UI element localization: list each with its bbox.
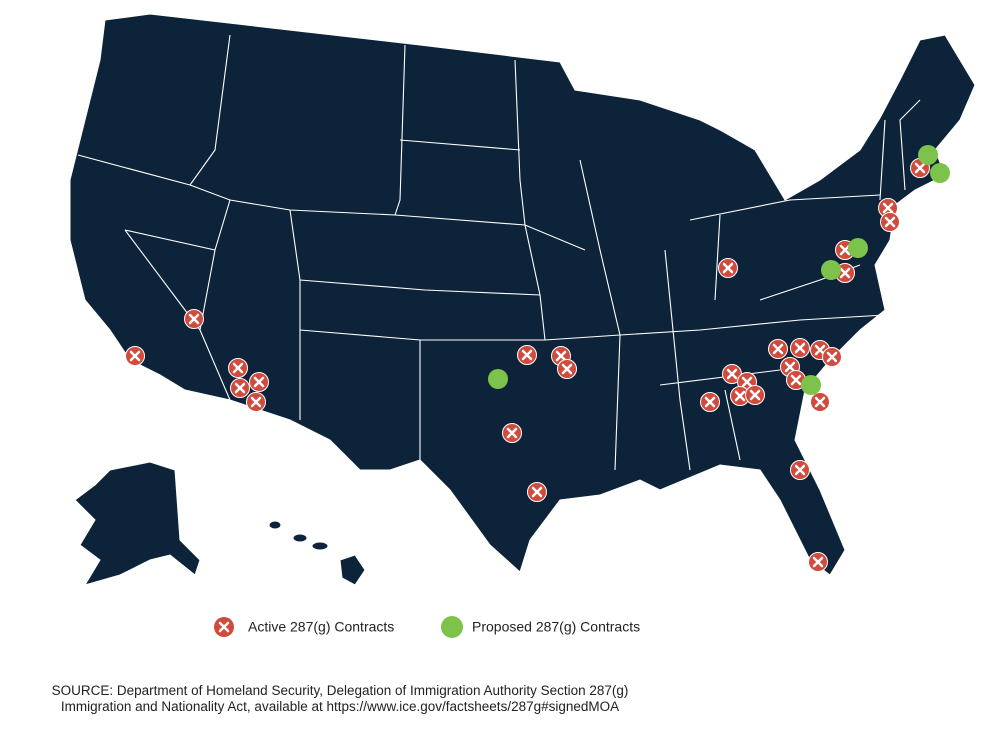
legend: Active 287(g) Contracts Proposed 287(g) … — [214, 616, 640, 638]
active-contract-marker — [700, 392, 720, 412]
active-contract-marker — [808, 552, 828, 572]
active-contract-marker — [125, 346, 145, 366]
active-contract-marker — [790, 460, 810, 480]
active-contract-marker — [790, 338, 810, 358]
active-contract-marker — [810, 392, 830, 412]
proposed-contract-marker — [801, 375, 821, 395]
active-contract-marker — [768, 339, 788, 359]
alaska — [74, 461, 201, 586]
proposed-contract-marker — [930, 163, 950, 183]
active-contract-marker — [502, 423, 522, 443]
active-contract-marker — [880, 212, 900, 232]
legend-label: Proposed 287(g) Contracts — [472, 619, 640, 635]
us-map — [69, 13, 976, 586]
active-contract-marker — [249, 372, 269, 392]
proposed-contract-marker — [488, 369, 508, 389]
active-contract-marker — [718, 258, 738, 278]
legend-proposed-icon — [441, 616, 463, 638]
legend-label: Active 287(g) Contracts — [248, 619, 394, 635]
active-contract-marker — [246, 392, 266, 412]
active-contract-marker — [745, 385, 765, 405]
markers — [125, 145, 950, 572]
active-contract-marker — [730, 386, 750, 406]
active-contract-marker — [184, 309, 204, 329]
source-line: SOURCE: Department of Homeland Security,… — [52, 683, 629, 698]
active-contract-marker — [722, 364, 742, 384]
active-contract-marker — [517, 345, 537, 365]
hawaii — [268, 520, 366, 586]
proposed-contract-marker — [848, 238, 868, 258]
active-contract-marker — [822, 347, 842, 367]
source-line: Immigration and Nationality Act, availab… — [61, 699, 619, 714]
proposed-contract-marker — [821, 260, 841, 280]
proposed-contract-marker — [918, 145, 938, 165]
active-contract-marker — [230, 378, 250, 398]
active-contract-marker — [228, 358, 248, 378]
active-contract-marker — [557, 359, 577, 379]
legend-active-icon — [214, 617, 234, 637]
active-contract-marker — [527, 482, 547, 502]
